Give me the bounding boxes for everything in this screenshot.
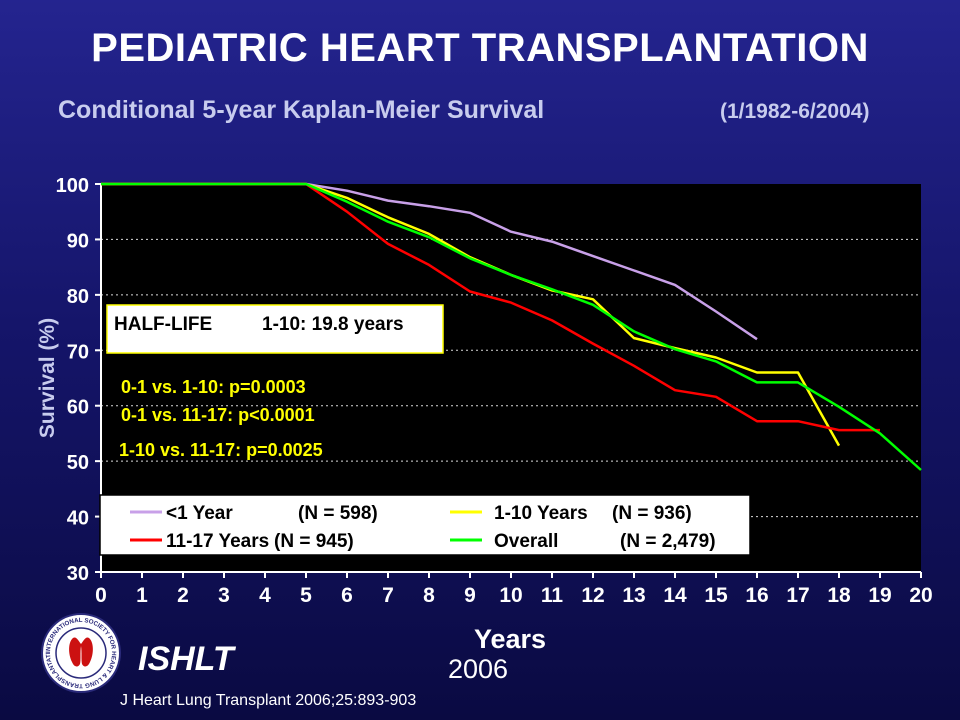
chart-subtitle: Conditional 5-year Kaplan-Meier Survival: [58, 96, 545, 124]
x-tick-label: 12: [581, 584, 604, 607]
x-tick-label: 2: [177, 584, 189, 607]
x-tick-label: 19: [868, 584, 891, 607]
x-tick-label: 18: [827, 584, 851, 607]
legend-n-label: (N = 598): [298, 503, 378, 524]
x-tick-label: 1: [136, 584, 148, 607]
x-tick-label: 6: [341, 584, 353, 607]
y-tick-label: 80: [67, 286, 89, 308]
legend-label: <1 Year: [166, 503, 233, 524]
x-tick-label: 4: [259, 584, 271, 607]
legend-n-label: (N = 945): [274, 531, 354, 552]
x-tick-label: 14: [663, 584, 687, 607]
y-tick-label: 60: [67, 397, 89, 419]
y-tick-label: 70: [67, 341, 89, 363]
y-axis-label: Survival (%): [36, 318, 59, 438]
y-tick-label: 30: [67, 563, 89, 585]
series-line--1-year: [101, 182, 758, 341]
org-label: ISHLT: [138, 640, 234, 678]
x-tick-label: 16: [745, 584, 768, 607]
ishlt-seal-icon: INTERNATIONAL SOCIETY FOR HEART & LUNG T…: [40, 612, 121, 693]
x-tick-label: 7: [382, 584, 394, 607]
legend-box: [99, 494, 751, 556]
half-life-box: [106, 304, 444, 354]
x-tick-label: 13: [622, 584, 645, 607]
legend-n-label: (N = 936): [612, 503, 692, 524]
x-tick-label: 3: [218, 584, 230, 607]
x-tick-label: 9: [464, 584, 476, 607]
series-line-11-17-years: [101, 182, 880, 432]
legend-label: Overall: [494, 531, 558, 552]
pvalue-text: 0-1 vs. 1-10: p=0.0003: [121, 377, 306, 397]
y-tick-label: 90: [67, 230, 89, 252]
x-tick-label: 11: [541, 584, 564, 607]
half-life-label: HALF-LIFE: [114, 314, 212, 335]
legend-label: 11-17 Years: [166, 531, 269, 552]
x-tick-label: 10: [499, 584, 522, 607]
y-tick-label: 40: [67, 508, 89, 530]
year-label: 2006: [448, 654, 509, 684]
legend-label: 1-10 Years: [494, 503, 588, 524]
legend-n-label: (N = 2,479): [620, 531, 716, 552]
y-tick-label: 50: [67, 452, 89, 474]
page-title: PEDIATRIC HEART TRANSPLANTATION: [91, 26, 869, 70]
x-tick-label: 8: [423, 584, 435, 607]
x-tick-label: 17: [786, 584, 809, 607]
half-life-value: 1-10: 19.8 years: [262, 314, 404, 335]
x-tick-label: 20: [909, 584, 932, 607]
x-axis-label: Years: [474, 624, 546, 654]
date-range: (1/1982-6/2004): [720, 100, 870, 123]
x-tick-label: 15: [704, 584, 728, 607]
x-tick-label: 5: [300, 584, 312, 607]
pvalue-text: 1-10 vs. 11-17: p=0.0025: [119, 440, 323, 460]
pvalue-text: 0-1 vs. 11-17: p<0.0001: [121, 405, 315, 425]
citation: J Heart Lung Transplant 2006;25:893-903: [120, 692, 417, 709]
series-line-overall: [101, 182, 922, 471]
chart-legend: <1 Year (N = 598) 1-10 Years (N = 936) 11-17…: [99, 494, 751, 556]
x-tick-label: 0: [95, 584, 107, 607]
y-tick-label: 100: [56, 175, 89, 197]
